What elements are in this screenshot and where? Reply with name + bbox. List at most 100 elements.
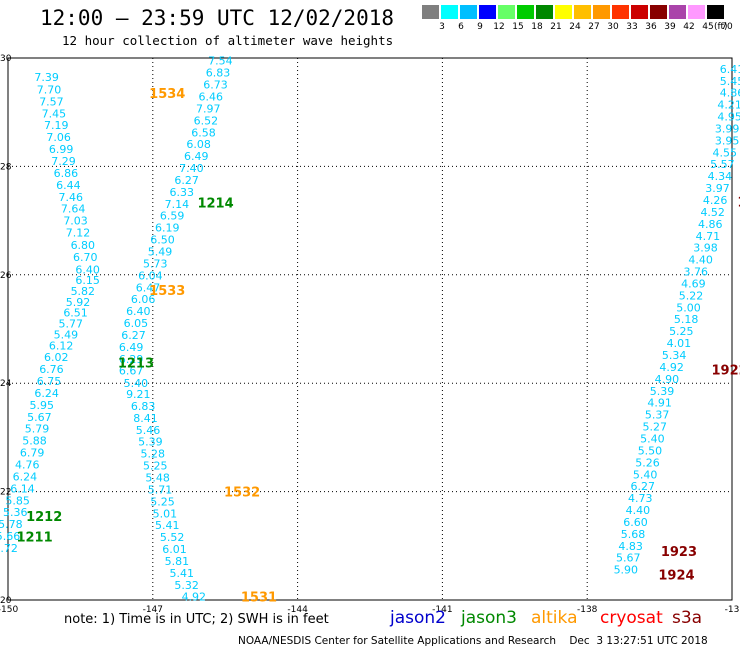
colorbar-swatch <box>498 5 515 19</box>
pass-label: 19 <box>737 196 740 211</box>
wave-height-value: 4.01 <box>667 337 692 350</box>
wave-height-value: 6.49 <box>119 341 144 354</box>
wave-height-value: 5.39 <box>138 436 163 449</box>
wave-height-value: 4.91 <box>647 397 672 410</box>
wave-height-value: 6.51 <box>63 307 88 320</box>
wave-height-value: 6.47 <box>136 281 161 294</box>
wave-height-value: 4.86 <box>698 218 723 231</box>
colorbar-label: 21 <box>550 22 562 32</box>
wave-height-value: 8.41 <box>133 412 158 425</box>
wave-height-value: 7.57 <box>39 95 64 108</box>
wave-height-value: 6.83 <box>206 67 231 80</box>
wave-height-value: 6.27 <box>121 329 146 342</box>
x-tick-label: -147 <box>143 605 163 615</box>
wave-height-value: 5.67 <box>616 552 641 565</box>
wave-height-value: 4.71 <box>696 230 721 243</box>
x-tick-label: -141 <box>432 605 452 615</box>
pass-label: 1923 <box>661 545 697 560</box>
x-tick-label: -150 <box>0 605 18 615</box>
wave-height-value: 6.52 <box>194 114 219 127</box>
wave-height-value: 9.21 <box>126 388 151 401</box>
wave-height-value: 3.99 <box>715 122 740 135</box>
wave-height-value: 5.73 <box>143 257 168 270</box>
wave-height-value: 5.25 <box>143 460 168 473</box>
wave-height-value: 4.95 <box>717 111 740 124</box>
wave-height-value: 4.69 <box>681 277 706 290</box>
colorbar-swatch <box>631 5 648 19</box>
wave-height-value: 4.92 <box>182 591 207 604</box>
colorbar-label: 6 <box>458 22 464 32</box>
wave-height-value: 6.02 <box>44 351 69 364</box>
wave-height-value: 5.77 <box>58 318 83 331</box>
wave-height-value: 6.24 <box>13 470 38 483</box>
wave-height-value: 6.27 <box>174 174 199 187</box>
wave-height-value: 7.40 <box>179 162 204 175</box>
wave-height-value: 4.73 <box>628 492 653 505</box>
wave-height-value: 5.71 <box>148 483 173 496</box>
footnote: note: 1) Time is in UTC; 2) SWH is in fe… <box>64 612 329 627</box>
wave-height-value: 5.46 <box>136 424 161 437</box>
colorbar-label: 45 <box>702 22 714 32</box>
wave-height-value: 6.12 <box>49 339 74 352</box>
wave-height-value: 3.97 <box>705 182 730 195</box>
wave-height-value: 6.80 <box>71 239 96 252</box>
wave-height-value: 5.67 <box>27 411 52 424</box>
wave-height-value: 5.48 <box>145 472 170 485</box>
colorbar-swatch <box>555 5 572 19</box>
wave-height-value: 4.52 <box>700 206 725 219</box>
wave-height-value: 6.79 <box>20 447 45 460</box>
wave-height-value: 7.03 <box>63 215 88 228</box>
colorbar-swatch <box>574 5 591 19</box>
wave-height-value: 5.36 <box>3 506 28 519</box>
wave-height-value: 7.45 <box>42 107 67 120</box>
wave-height-value: 6.99 <box>49 143 74 156</box>
wave-height-value: 7.29 <box>51 155 76 168</box>
wave-height-value: 6.06 <box>131 293 156 306</box>
wave-height-value: 6.76 <box>39 363 64 376</box>
wave-height-value: 5.28 <box>141 448 166 461</box>
wave-height-value: 5.88 <box>22 435 47 448</box>
wave-height-value: 5.85 <box>5 494 30 507</box>
wave-height-value: 5.39 <box>650 385 675 398</box>
colorbar-label: 18 <box>531 22 543 32</box>
colorbar-swatch <box>422 5 439 19</box>
wave-height-value: 6.01 <box>162 543 187 556</box>
wave-height-value: 6.70 <box>73 251 98 264</box>
wave-height-value: 5.34 <box>662 349 687 362</box>
wave-height-value: 5.41 <box>155 519 180 532</box>
y-tick-label: 24 <box>0 379 12 389</box>
colorbar-swatch <box>650 5 667 19</box>
colorbar-label: 42 <box>683 22 695 32</box>
wave-height-value: 5.92 <box>66 296 91 309</box>
colorbar-label: 39 <box>664 22 676 32</box>
wave-height-value: 7.97 <box>196 102 221 115</box>
wave-height-value: 5.32 <box>174 579 199 592</box>
wave-height-value: 5.95 <box>30 399 55 412</box>
x-tick-label: -13 <box>725 605 740 615</box>
chart-subtitle: 12 hour collection of altimeter wave hei… <box>62 33 394 48</box>
axis-ticks: -150 -147 -144 -141 -138 -13 30 28 26 24 22 20 <box>0 54 739 615</box>
pass-label: 1531 <box>241 591 277 606</box>
pass-label: 1533 <box>149 284 185 299</box>
y-tick-label: 22 <box>0 488 11 498</box>
wave-height-value: 4.21 <box>717 99 740 112</box>
wave-height-value: 5.41 <box>170 567 195 580</box>
wave-height-value: 6.67 <box>119 365 144 378</box>
wave-height-value: 6.44 <box>56 179 81 192</box>
pass-label: 1213 <box>118 357 154 372</box>
wave-height-value: 5.81 <box>165 555 190 568</box>
colorbar-swatch <box>593 5 610 19</box>
wave-height-value: 6.59 <box>160 210 185 223</box>
wave-height-value: 7.39 <box>34 71 59 84</box>
colorbar-label: 36 <box>645 22 657 32</box>
wave-height-value: 6.58 <box>191 126 216 139</box>
wave-height-value: 5.52 <box>160 531 185 544</box>
pass-label: 1532 <box>224 486 260 501</box>
colorbar-swatch <box>612 5 629 19</box>
wave-height-value: 5.57 <box>710 158 735 171</box>
wave-height-value: 5.26 <box>635 456 660 469</box>
wave-height-value: 5.49 <box>148 245 173 258</box>
pass-label: 1212 <box>26 510 62 525</box>
pass-label: 1922 <box>711 364 740 379</box>
pass-label: 1534 <box>149 87 185 102</box>
